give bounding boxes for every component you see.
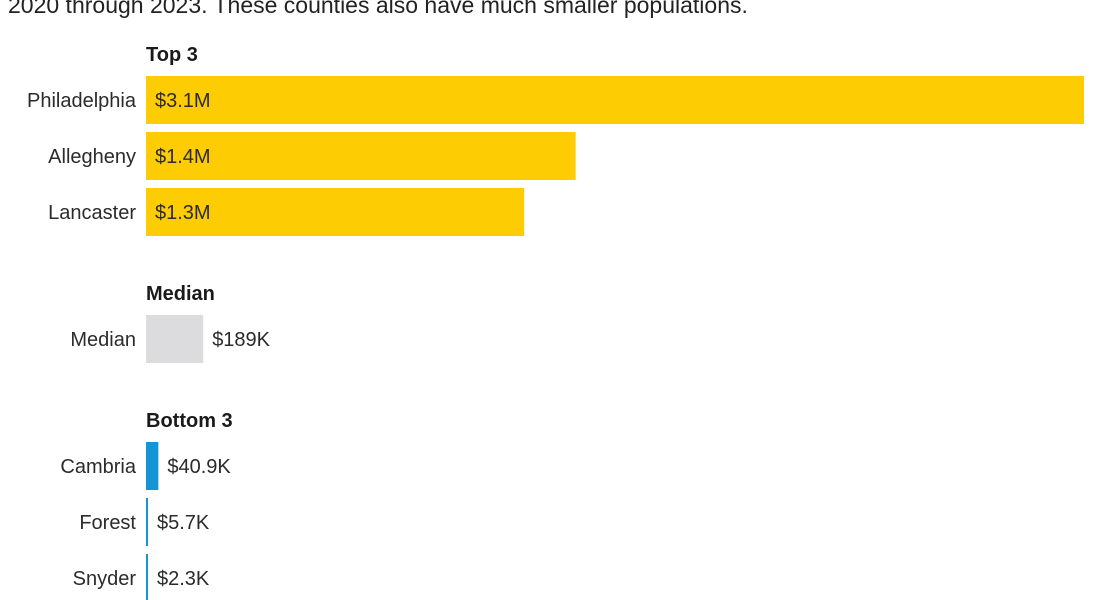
category-label-median: Median [70,329,136,351]
value-label-forest: $5.7K [157,512,210,534]
intro-text: 2020 through 2023. These counties also h… [8,0,748,18]
category-label-lancaster: Lancaster [48,202,136,224]
bar-forest [146,498,148,546]
bar-median [146,315,204,363]
bar-lancaster [146,188,525,236]
value-label-median: $189K [212,329,270,351]
bar-allegheny [146,132,576,180]
value-label-allegheny: $1.4M [155,146,211,168]
group-title-median: Median [146,283,215,305]
value-label-cambria: $40.9K [167,456,231,478]
category-label-allegheny: Allegheny [48,146,136,168]
category-label-snyder: Snyder [73,568,137,590]
category-label-cambria: Cambria [60,456,136,478]
value-label-lancaster: $1.3M [155,202,211,224]
category-label-forest: Forest [79,512,136,534]
category-label-philadelphia: Philadelphia [27,90,137,112]
bar-group-median: Median Median $189K [70,283,271,363]
bar-group-top-3: Top 3 Philadelphia $3.1M Allegheny $1.4M Lanc… [27,44,1084,236]
group-title-bottom-3: Bottom 3 [146,410,233,432]
bar-group-bottom-3: Bottom 3 Cambria $40.9K Forest $5.7K Snyder $2… [60,410,233,600]
bar-cambria [146,442,159,490]
bar-snyder [146,554,148,600]
value-label-snyder: $2.3K [157,568,210,590]
value-label-philadelphia: $3.1M [155,90,211,112]
bar-philadelphia [146,76,1084,124]
group-title-top-3: Top 3 [146,44,198,66]
